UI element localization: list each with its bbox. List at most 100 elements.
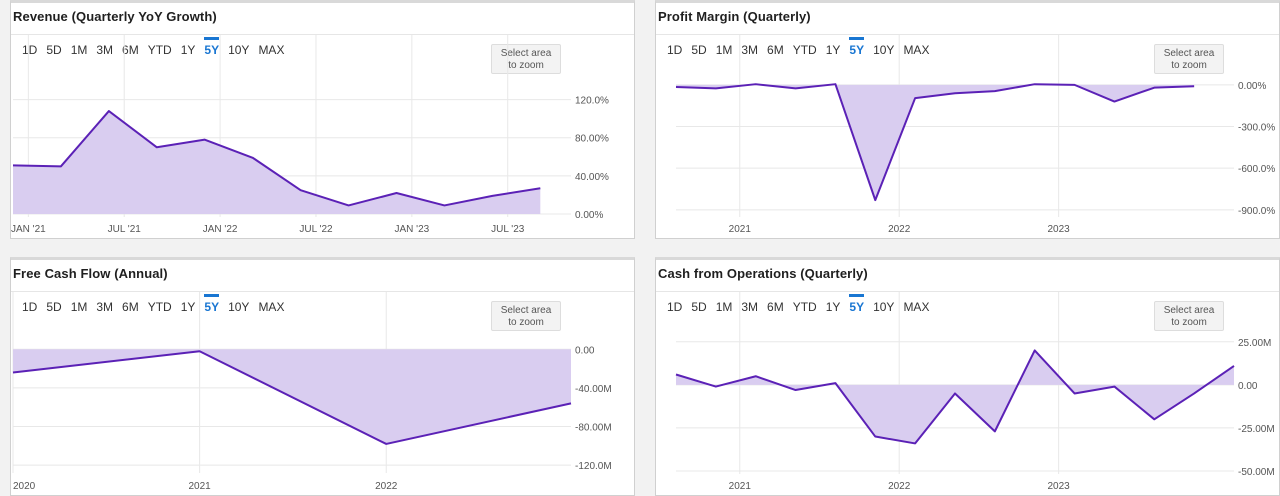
range-button-10y[interactable]: 10Y	[873, 300, 895, 314]
title-divider	[11, 291, 634, 292]
range-button-1d[interactable]: 1D	[667, 300, 683, 314]
y-tick-label: -300.0%	[1238, 123, 1275, 134]
select-area-zoom-button[interactable]: Select area to zoom	[491, 301, 561, 331]
range-button-max[interactable]: MAX	[903, 300, 930, 314]
range-button-1m[interactable]: 1M	[70, 300, 88, 314]
range-button-5y[interactable]: 5Y	[201, 37, 225, 57]
x-tick-label: 2023	[1048, 481, 1071, 492]
range-button-1m[interactable]: 1M	[70, 43, 88, 57]
zoom-label-line2: to zoom	[508, 317, 544, 328]
x-tick-label: JAN '21	[11, 224, 46, 235]
y-tick-label: -900.0%	[1238, 206, 1275, 217]
y-tick-label: -120.0M	[575, 461, 612, 472]
series-line	[675, 83, 1195, 202]
range-button-6m[interactable]: 6M	[122, 43, 139, 57]
y-tick-label: 25.00M	[1238, 338, 1271, 349]
select-area-zoom-button[interactable]: Select area to zoom	[1154, 301, 1224, 331]
range-button-ytd[interactable]: YTD	[147, 300, 172, 314]
x-tick-label: 2022	[888, 224, 911, 235]
range-button-10y[interactable]: 10Y	[228, 300, 250, 314]
y-tick-label: 40.00%	[575, 172, 609, 183]
chart-svg[interactable]: 25.00M 0.00 -25.00M -50.00M 2021 2022 2023	[656, 260, 1280, 496]
range-button-1m[interactable]: 1M	[715, 43, 733, 57]
panel-title: Cash from Operations (Quarterly)	[658, 266, 868, 281]
y-tick-label: -40.00M	[575, 384, 612, 395]
range-button-1y[interactable]: 1Y	[180, 300, 196, 314]
series-area	[13, 111, 541, 214]
zoom-label-line2: to zoom	[508, 60, 544, 71]
range-button-5y[interactable]: 5Y	[201, 294, 225, 314]
revenue-chart-panel: Revenue (Quarterly YoY Growth) 1D 5D 1M 3M 6…	[10, 0, 635, 239]
range-button-3m[interactable]: 3M	[741, 43, 759, 57]
y-tick-label: 120.0%	[575, 96, 609, 107]
range-button-max[interactable]: MAX	[258, 43, 285, 57]
x-tick-label: 2021	[188, 481, 211, 492]
x-tick-label: 2020	[13, 481, 36, 492]
range-button-10y[interactable]: 10Y	[228, 43, 250, 57]
range-selector: 1D 5D 1M 3M 6M YTD 1Y 5Y 10Y MAX	[19, 37, 290, 57]
panel-title: Free Cash Flow (Annual)	[13, 266, 168, 281]
title-divider	[656, 34, 1279, 35]
range-button-1y[interactable]: 1Y	[825, 43, 841, 57]
title-divider	[656, 291, 1279, 292]
zoom-label-line2: to zoom	[1171, 317, 1207, 328]
range-button-3m[interactable]: 3M	[96, 300, 114, 314]
range-button-1d[interactable]: 1D	[22, 43, 38, 57]
x-tick-label: 2023	[1048, 224, 1071, 235]
series-line	[12, 350, 572, 445]
zoom-label-line1: Select area	[500, 48, 552, 59]
zoom-label-line1: Select area	[1163, 48, 1215, 59]
title-divider	[11, 34, 634, 35]
y-tick-label: 0.00%	[1238, 81, 1266, 92]
range-button-ytd[interactable]: YTD	[792, 300, 817, 314]
range-button-1d[interactable]: 1D	[22, 300, 38, 314]
range-button-ytd[interactable]: YTD	[147, 43, 172, 57]
range-button-max[interactable]: MAX	[903, 43, 930, 57]
range-button-1y[interactable]: 1Y	[180, 43, 196, 57]
x-tick-label: JUL '23	[491, 224, 525, 235]
x-tick-label: JAN '22	[203, 224, 238, 235]
y-tick-label: -50.00M	[1238, 467, 1275, 478]
chart-svg[interactable]: 0.00% -300.0% -600.0% -900.0% 2021 2022 2023	[656, 3, 1280, 239]
zoom-label-line1: Select area	[1163, 305, 1215, 316]
x-tick-label: JUL '22	[299, 224, 333, 235]
zoom-label-line1: Select area	[500, 305, 552, 316]
range-button-5d[interactable]: 5D	[691, 300, 707, 314]
x-tick-label: 2021	[729, 481, 752, 492]
x-tick-label: 2022	[888, 481, 911, 492]
range-button-1m[interactable]: 1M	[715, 300, 733, 314]
x-tick-label: 2022	[375, 481, 398, 492]
y-tick-label: -25.00M	[1238, 424, 1275, 435]
range-button-5d[interactable]: 5D	[46, 300, 62, 314]
y-tick-label: 0.00%	[575, 210, 603, 221]
range-button-ytd[interactable]: YTD	[792, 43, 817, 57]
select-area-zoom-button[interactable]: Select area to zoom	[491, 44, 561, 74]
range-button-5d[interactable]: 5D	[46, 43, 62, 57]
range-button-10y[interactable]: 10Y	[873, 43, 895, 57]
chart-svg[interactable]: 0.00% 40.00% 80.00% 120.0% JAN '21 JUL '21 JAN…	[11, 3, 636, 239]
range-button-6m[interactable]: 6M	[767, 43, 784, 57]
y-tick-label: -80.00M	[575, 423, 612, 434]
range-selector: 1D 5D 1M 3M 6M YTD 1Y 5Y 10Y MAX	[664, 294, 935, 314]
zoom-label-line2: to zoom	[1171, 60, 1207, 71]
series-area	[676, 350, 1234, 444]
range-button-3m[interactable]: 3M	[96, 43, 114, 57]
range-button-6m[interactable]: 6M	[122, 300, 139, 314]
y-tick-label: 80.00%	[575, 134, 609, 145]
profit-margin-chart-panel: Profit Margin (Quarterly) 1D 5D 1M 3M 6M YTD 1…	[655, 0, 1280, 239]
range-button-5y[interactable]: 5Y	[846, 294, 870, 314]
range-button-5y[interactable]: 5Y	[846, 37, 870, 57]
y-tick-label: 0.00	[1238, 381, 1258, 392]
range-button-1d[interactable]: 1D	[667, 43, 683, 57]
y-tick-label: -600.0%	[1238, 164, 1275, 175]
panel-title: Profit Margin (Quarterly)	[658, 9, 811, 24]
range-button-3m[interactable]: 3M	[741, 300, 759, 314]
range-button-5d[interactable]: 5D	[691, 43, 707, 57]
series-line	[12, 110, 541, 207]
free-cash-flow-chart-panel: Free Cash Flow (Annual) 1D 5D 1M 3M 6M YTD 1Y 5…	[10, 257, 635, 496]
range-button-max[interactable]: MAX	[258, 300, 285, 314]
range-button-1y[interactable]: 1Y	[825, 300, 841, 314]
select-area-zoom-button[interactable]: Select area to zoom	[1154, 44, 1224, 74]
chart-svg[interactable]: 0.00 -40.00M -80.00M -120.0M 2020 2021 2022	[11, 260, 636, 496]
range-button-6m[interactable]: 6M	[767, 300, 784, 314]
